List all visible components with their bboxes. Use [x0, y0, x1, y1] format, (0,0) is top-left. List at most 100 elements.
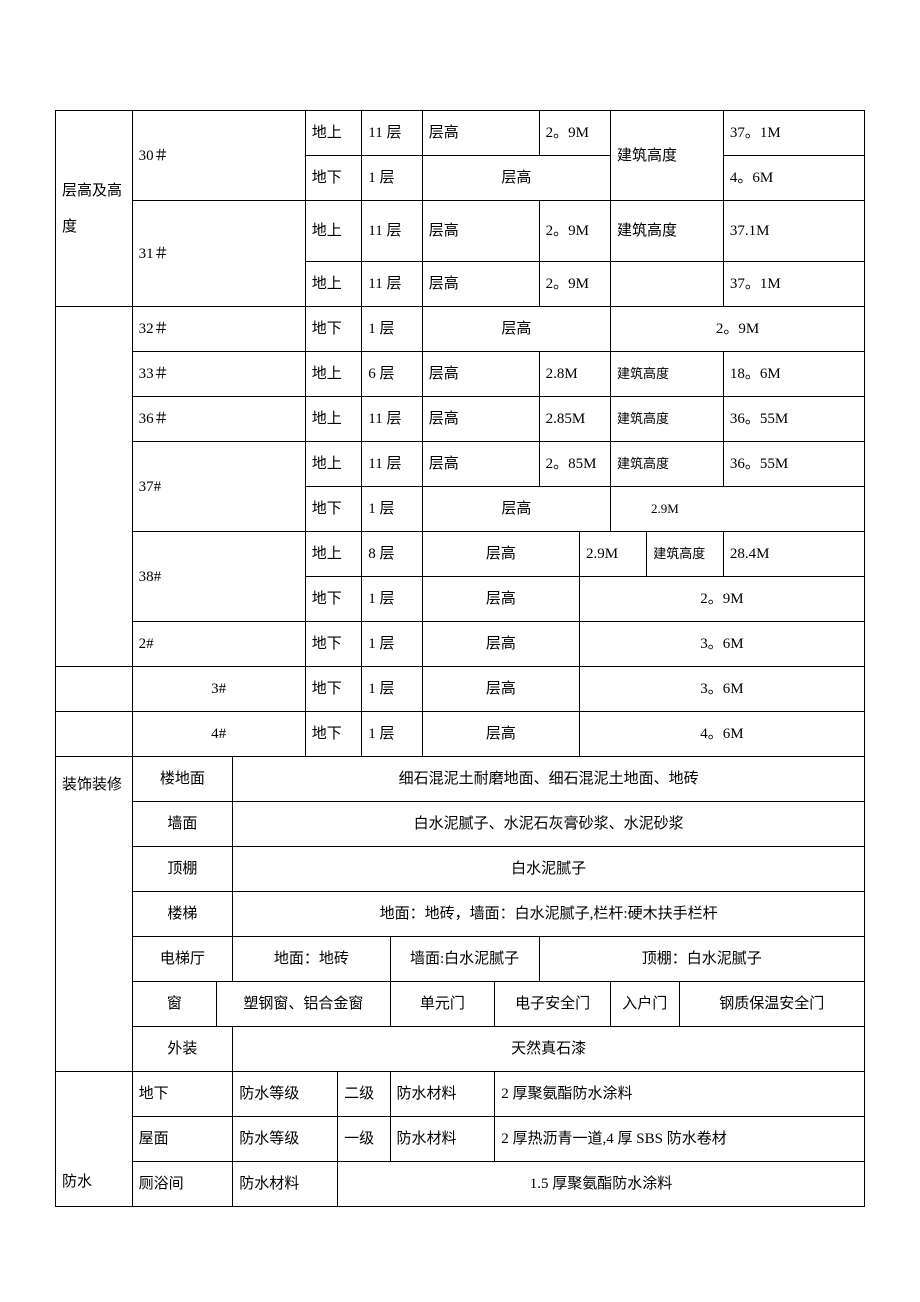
dec-ceil-v: 白水泥腻子: [233, 847, 865, 892]
cell: 地上: [305, 442, 362, 487]
cell: 建筑高度: [610, 397, 723, 442]
cell: 4。6M: [723, 156, 864, 201]
cell: [56, 712, 133, 757]
cell: 1 层: [362, 577, 423, 622]
cell: 层高: [422, 487, 610, 532]
wp-bath-l: 厕浴间: [132, 1162, 233, 1207]
cell: 建筑高度: [610, 111, 723, 201]
dec-wall-v: 白水泥腻子、水泥石灰膏砂浆、水泥砂浆: [233, 802, 865, 847]
cell: 层高: [422, 577, 579, 622]
section-label-decoration: 装饰装修: [56, 757, 133, 1072]
cell: 11 层: [362, 201, 423, 262]
bldg-4: 4#: [132, 712, 305, 757]
cell: 建筑高度: [610, 201, 723, 262]
cell: 地上: [305, 262, 362, 307]
cell: 地上: [305, 111, 362, 156]
wp-ug-m: 2 厚聚氨酯防水涂料: [495, 1072, 865, 1117]
cell: 2.9M: [579, 532, 646, 577]
cell: 37。1M: [723, 262, 864, 307]
cell: 2。85M: [539, 442, 610, 487]
dec-lift-b: 墙面:白水泥腻子: [390, 937, 539, 982]
dec-lift-a: 地面：地砖: [233, 937, 390, 982]
wp-mat-l3: 防水材料: [233, 1162, 338, 1207]
bldg-38: 38#: [132, 532, 305, 622]
dec-floor-v: 细石混泥土耐磨地面、细石混泥土地面、地砖: [233, 757, 865, 802]
cell: 11 层: [362, 262, 423, 307]
dec-floor-l: 楼地面: [132, 757, 233, 802]
cell: 36。55M: [723, 442, 864, 487]
cell: 层高: [422, 397, 539, 442]
cell: 层高: [422, 667, 579, 712]
cell: 地下: [305, 487, 362, 532]
cell: 2。9M: [539, 111, 610, 156]
cell: 层高: [422, 262, 539, 307]
wp-mat-l2: 防水材料: [390, 1117, 495, 1162]
dec-win-l: 窗: [132, 982, 217, 1027]
bldg-32: 32＃: [132, 307, 305, 352]
cell: 2。9M: [539, 201, 610, 262]
wp-bath-m: 1.5 厚聚氨酯防水涂料: [338, 1162, 865, 1207]
cell: 地下: [305, 307, 362, 352]
cell: 6 层: [362, 352, 423, 397]
cell: 层高: [422, 532, 579, 577]
bldg-30: 30＃: [132, 111, 305, 201]
cell: 层高: [422, 712, 579, 757]
cell: 层高: [422, 622, 579, 667]
cell: 层高: [422, 442, 539, 487]
cell: 1 层: [362, 487, 423, 532]
dec-entry-l: 入户门: [610, 982, 679, 1027]
wp-mat-l: 防水材料: [390, 1072, 495, 1117]
cell: 37。1M: [723, 111, 864, 156]
cell: 层高: [422, 352, 539, 397]
dec-lift-c: 顶棚：白水泥腻子: [539, 937, 864, 982]
cell: 地下: [305, 667, 362, 712]
bldg-31: 31＃: [132, 201, 305, 307]
cell: 地上: [305, 201, 362, 262]
cell: 11 层: [362, 442, 423, 487]
wp-roof-m: 2 厚热沥青一道,4 厚 SBS 防水卷材: [495, 1117, 865, 1162]
dec-win-v: 塑钢窗、铝合金窗: [217, 982, 390, 1027]
cell: 地下: [305, 577, 362, 622]
cell: 2。9M: [610, 307, 864, 352]
cell: 地上: [305, 532, 362, 577]
dec-stair-l: 楼梯: [132, 892, 233, 937]
wp-ug-l: 地下: [132, 1072, 233, 1117]
cell: 2。9M: [539, 262, 610, 307]
cell: 层高: [422, 307, 610, 352]
bldg-37: 37#: [132, 442, 305, 532]
construction-spec-table: 层高及高度 30＃ 地上 11 层 层高 2。9M 建筑高度 37。1M 地下 …: [55, 110, 865, 1207]
dec-stair-v: 地面：地砖，墙面：白水泥腻子,栏杆:硬木扶手栏杆: [233, 892, 865, 937]
cell: 地下: [305, 712, 362, 757]
cell: 层高: [422, 111, 539, 156]
section-label-height: 层高及高度: [56, 111, 133, 307]
cell: 1 层: [362, 622, 423, 667]
dec-ext-l: 外装: [132, 1027, 233, 1072]
wp-ug-g: 二级: [338, 1072, 390, 1117]
section-label-empty: [56, 307, 133, 667]
cell: 37.1M: [723, 201, 864, 262]
dec-unit-l: 单元门: [390, 982, 495, 1027]
cell: 1 层: [362, 712, 423, 757]
wp-roof-l: 屋面: [132, 1117, 233, 1162]
cell: 建筑高度: [647, 532, 724, 577]
cell: [56, 667, 133, 712]
cell: 2.85M: [539, 397, 610, 442]
dec-ext-v: 天然真石漆: [233, 1027, 865, 1072]
cell: 28.4M: [723, 532, 864, 577]
cell: 层高: [422, 201, 539, 262]
wp-roof-g: 一级: [338, 1117, 390, 1162]
cell: 地下: [305, 622, 362, 667]
cell: 11 层: [362, 111, 423, 156]
cell: 8 层: [362, 532, 423, 577]
cell: [610, 262, 723, 307]
cell: 地上: [305, 397, 362, 442]
dec-unit-v: 电子安全门: [495, 982, 611, 1027]
cell: 层高: [422, 156, 610, 201]
cell: 2.8M: [539, 352, 610, 397]
wp-grade-l: 防水等级: [233, 1072, 338, 1117]
cell: 18。6M: [723, 352, 864, 397]
bldg-2: 2#: [132, 622, 305, 667]
bldg-3: 3#: [132, 667, 305, 712]
cell: 建筑高度: [610, 352, 723, 397]
cell: 36。55M: [723, 397, 864, 442]
